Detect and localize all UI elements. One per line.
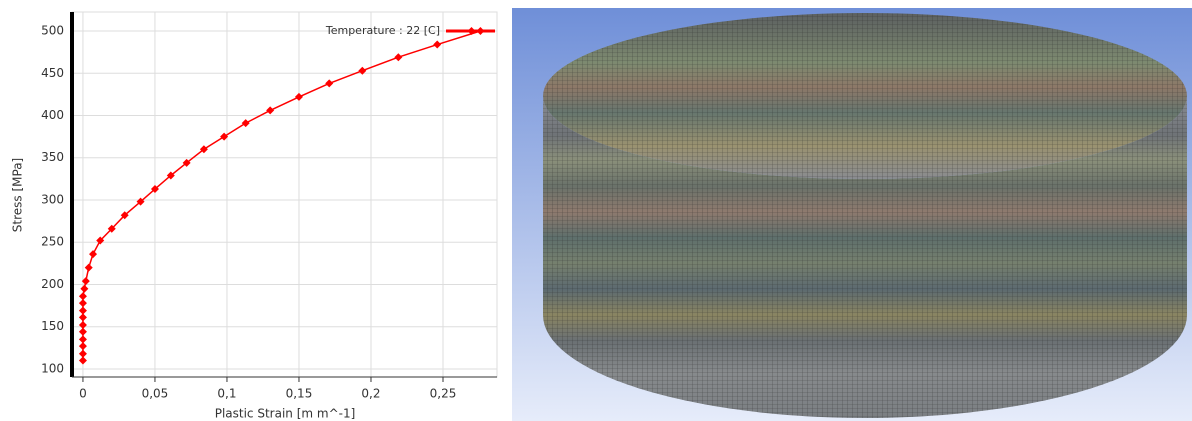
plot-area — [72, 12, 497, 377]
y-tick-label: 250 — [41, 235, 64, 249]
x-tick-label: 0,1 — [217, 387, 236, 401]
y-tick-label: 100 — [41, 361, 64, 375]
y-axis-label: Stress [MPa] — [11, 158, 25, 232]
y-tick-label: 500 — [41, 24, 64, 38]
y-tick-label: 200 — [41, 277, 64, 291]
mesh-render — [512, 8, 1192, 421]
x-tick-label: 0 — [79, 387, 87, 401]
x-tick-label: 0,2 — [361, 387, 380, 401]
x-axis-label: Plastic Strain [m m^-1] — [215, 407, 356, 421]
x-tick-label: 0,05 — [142, 387, 169, 401]
y-tick-label: 150 — [41, 319, 64, 333]
screen: Stress [MPa] Plastic Strain [m m^-1] 100… — [0, 0, 1192, 421]
x-tick-label: 0,25 — [430, 387, 457, 401]
y-tick-label: 300 — [41, 192, 64, 206]
chart: Stress [MPa] Plastic Strain [m m^-1] 100… — [0, 0, 505, 421]
y-tick-label: 350 — [41, 150, 64, 164]
y-tick-label: 450 — [41, 66, 64, 80]
x-tick-label: 0,15 — [286, 387, 313, 401]
legend-label: Temperature : 22 [C] — [325, 24, 440, 37]
y-tick-label: 400 — [41, 108, 64, 122]
